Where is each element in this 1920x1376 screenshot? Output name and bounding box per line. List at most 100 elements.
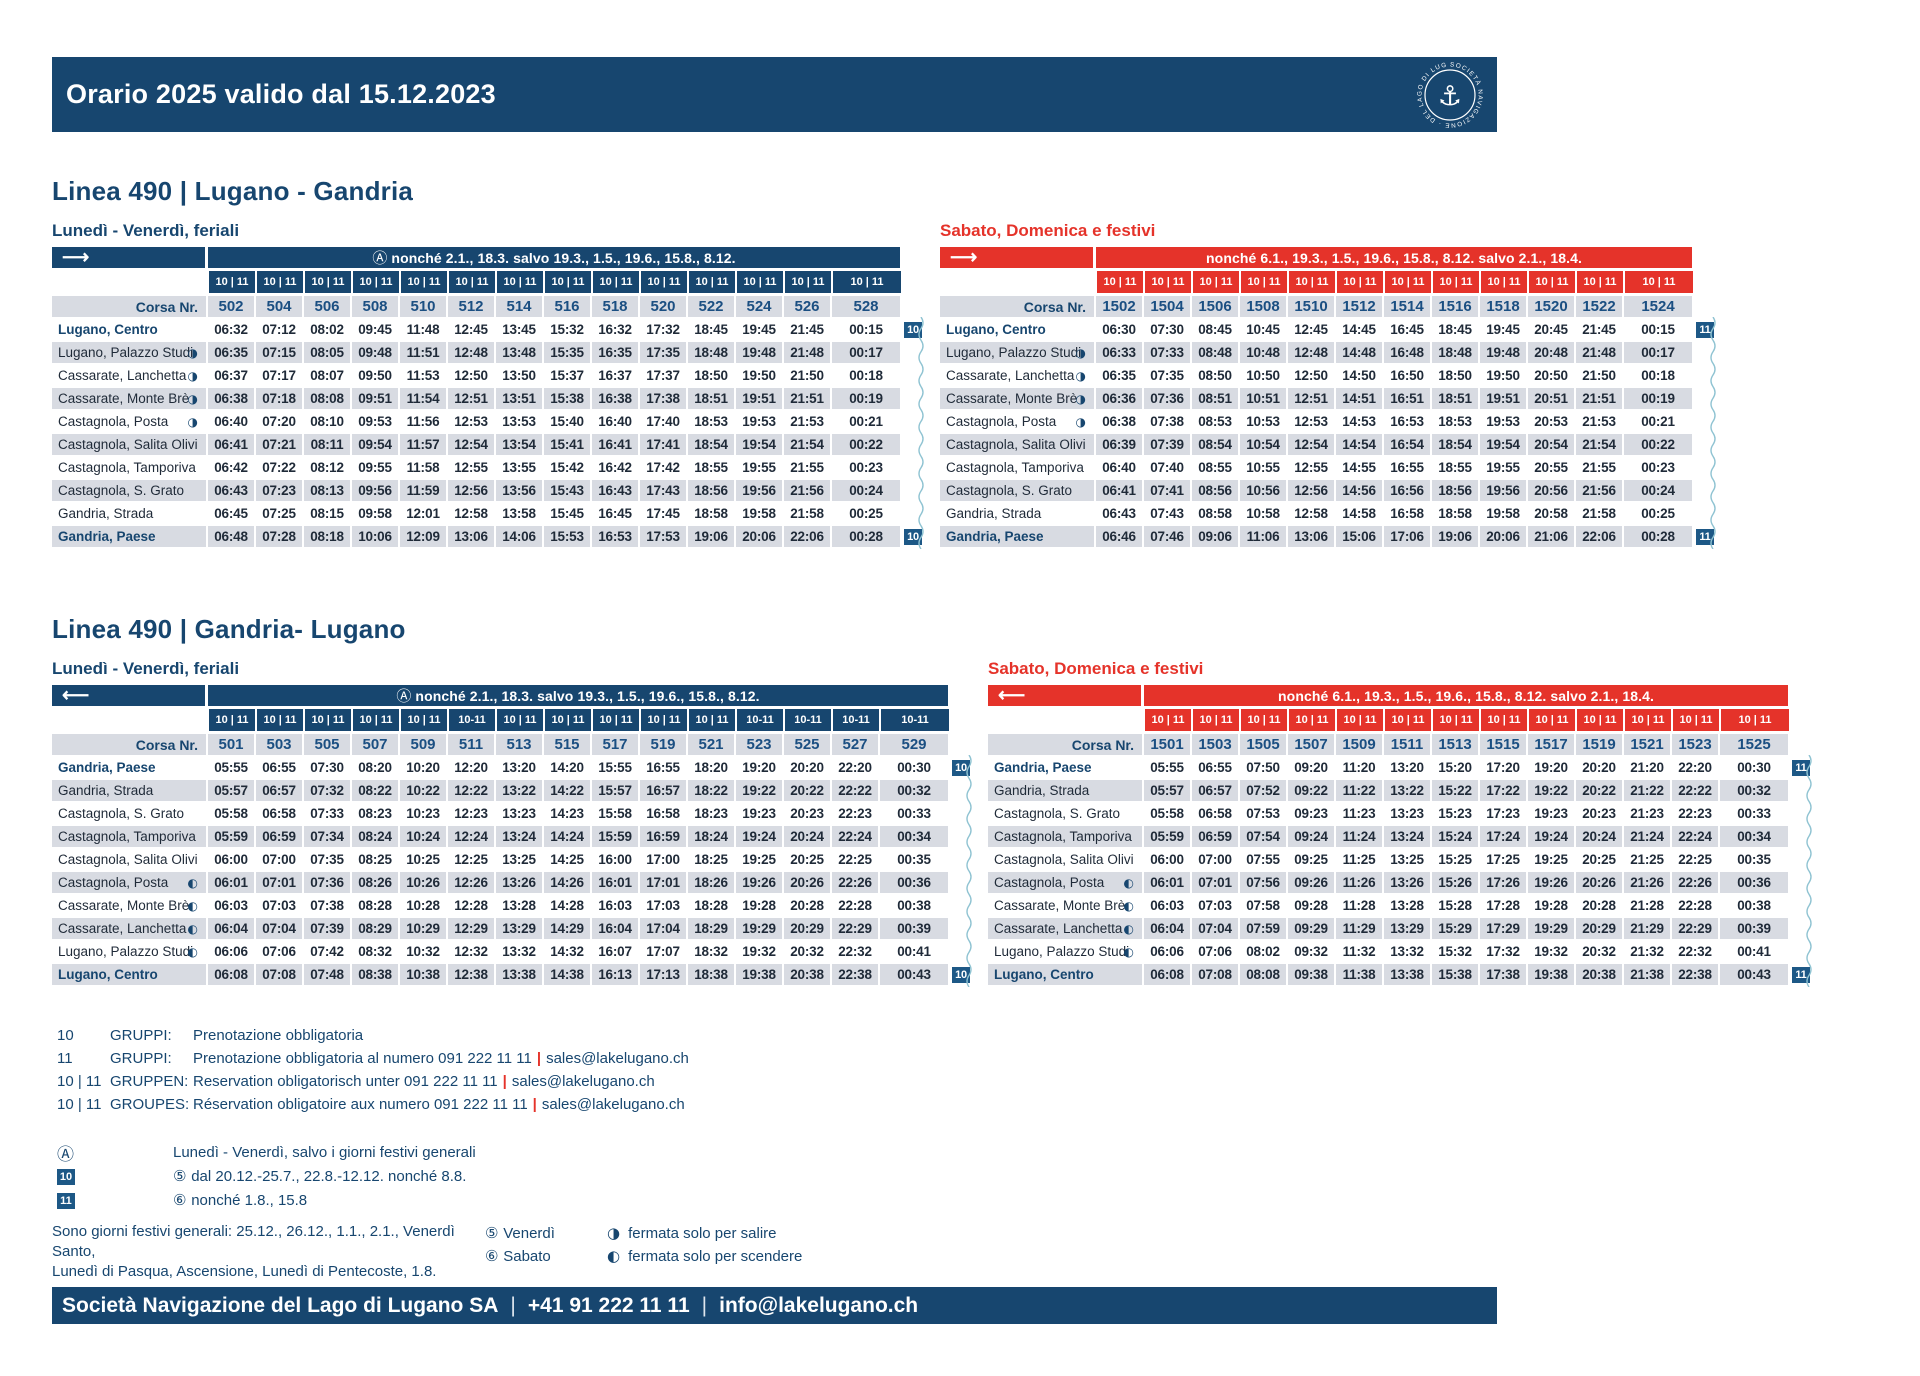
column-footnote-cell: 10 | 11 xyxy=(1432,270,1480,296)
time-cell: 22:06 xyxy=(1576,526,1624,549)
time-cell: 16:40 xyxy=(592,411,640,434)
email-address[interactable]: sales@lakelugano.ch xyxy=(511,1073,655,1090)
time-cell: 19:20 xyxy=(736,757,784,780)
trip-number: 516 xyxy=(544,296,592,319)
time-cell: 21:56 xyxy=(784,480,832,503)
time-cell: 17:06 xyxy=(1384,526,1432,549)
validity-note: nonché 6.1., 19.3., 1.5., 19.6., 15.8., … xyxy=(1144,685,1790,708)
time-cell: 08:08 xyxy=(304,388,352,411)
footnote-badge: 10 | 11 xyxy=(1481,271,1527,293)
empty-cell xyxy=(988,708,1144,734)
footnote-badge: 11 xyxy=(57,1193,75,1209)
station-label: Castagnola, Posta xyxy=(994,875,1105,890)
time-cell: 19:51 xyxy=(1480,388,1528,411)
time-cell: 22:38 xyxy=(832,964,880,987)
station-name: Castagnola, Tamporiva xyxy=(940,457,1096,480)
time-cell: 14:20 xyxy=(544,757,592,780)
time-cell: 07:03 xyxy=(256,895,304,918)
time-cell: 15:37 xyxy=(544,365,592,388)
time-cell: 05:59 xyxy=(1144,826,1192,849)
timetable-wrap: ⟶ nonché 6.1., 19.3., 1.5., 19.6., 15.8.,… xyxy=(940,247,1716,549)
arrow-left-icon: ⟵ xyxy=(998,685,1026,706)
trip-number: 517 xyxy=(592,734,640,757)
column-footnote-cell: 10 | 11 xyxy=(304,270,352,296)
note-symbol: 10 xyxy=(57,1167,173,1185)
time-cell: 15:38 xyxy=(1432,964,1480,987)
time-cell: 16:03 xyxy=(592,895,640,918)
time-cell: 19:24 xyxy=(736,826,784,849)
trip-number-label: Corsa Nr. xyxy=(52,734,208,757)
time-cell: 13:23 xyxy=(1384,803,1432,826)
time-cell: 00:36 xyxy=(880,872,950,895)
time-cell: 19:48 xyxy=(736,342,784,365)
column-footnote-cell: 10 | 11 xyxy=(496,708,544,734)
time-cell: 21:51 xyxy=(1576,388,1624,411)
trip-number: 514 xyxy=(496,296,544,319)
time-cell: 22:28 xyxy=(832,895,880,918)
station-name: Castagnola, Salita Olivi xyxy=(988,849,1144,872)
email-address[interactable]: info@lakelugano.ch xyxy=(719,1293,919,1317)
footnote-badge: 10 | 11 xyxy=(1241,709,1287,731)
station-name: Cassarate, Monte Brè ◐ xyxy=(52,895,208,918)
time-cell: 00:32 xyxy=(1720,780,1790,803)
section-title: Linea 490 | Lugano - Gandria xyxy=(52,176,414,206)
time-cell: 08:32 xyxy=(352,941,400,964)
station-name: Lugano, Palazzo Studi ◑ xyxy=(52,342,208,365)
time-cell: 21:48 xyxy=(784,342,832,365)
footnote-badge: 10 | 11 xyxy=(1385,271,1431,293)
time-cell: 19:53 xyxy=(736,411,784,434)
email-address[interactable]: sales@lakelugano.ch xyxy=(541,1096,685,1113)
time-cell: 07:32 xyxy=(304,780,352,803)
footnote-badge: 10-11 xyxy=(785,709,831,731)
group-note-row: 10 GRUPPI: Prenotazione obbligatoria xyxy=(57,1024,689,1047)
station-name: Castagnola, Salita Olivi xyxy=(52,434,208,457)
footnote-badge-row: 10 | 11 10 | 11 10 | 11 10 | 11 10 | 11 10 | … xyxy=(940,270,1694,296)
station-name: Castagnola, S. Grato xyxy=(52,803,208,826)
station-name: Gandria, Strada xyxy=(52,780,208,803)
time-cell: 05:57 xyxy=(208,780,256,803)
time-cell: 22:29 xyxy=(832,918,880,941)
trip-number: 1522 xyxy=(1576,296,1624,319)
trip-number: 510 xyxy=(400,296,448,319)
time-cell: 12:54 xyxy=(448,434,496,457)
time-cell: 12:56 xyxy=(1288,480,1336,503)
time-cell: 22:20 xyxy=(1672,757,1720,780)
station-row: Lugano, Centro 06:08 07:08 07:48 08:38 10:38 1… xyxy=(52,964,970,987)
station-row: Lugano, Palazzo Studi ◐ 06:06 07:06 07:42 08:… xyxy=(52,941,950,964)
column-footnote-cell: 10 | 11 xyxy=(496,270,544,296)
email-address[interactable]: sales@lakelugano.ch xyxy=(546,1050,689,1067)
separator: | xyxy=(536,1050,542,1067)
symbol-note-row: 10 ⑤ dal 20.12.-25.7., 22.8.-12.12. nonch… xyxy=(57,1164,476,1188)
time-cell: 08:25 xyxy=(352,849,400,872)
time-cell: 12:48 xyxy=(448,342,496,365)
time-cell: 08:54 xyxy=(1192,434,1240,457)
arrow-left-icon: ⟵ xyxy=(62,685,90,706)
station-label: Gandria, Paese xyxy=(58,529,156,544)
time-cell: 07:41 xyxy=(1144,480,1192,503)
time-cell: 11:25 xyxy=(1336,849,1384,872)
station-row: Lugano, Palazzo Studi ◑ 06:33 07:33 08:48 10:… xyxy=(940,342,1694,365)
column-footnote-cell: 10 | 11 xyxy=(832,270,902,296)
time-cell: 22:26 xyxy=(832,872,880,895)
timetable-lugano-gandria-weekend: Sabato, Domenica e festivi ⟶ nonché 6.1., … xyxy=(940,221,1716,554)
holidays-note: Sono giorni festivi generali: 25.12., 26… xyxy=(52,1222,485,1282)
time-cell: 07:12 xyxy=(256,319,304,342)
station-name: Gandria, Strada xyxy=(52,503,208,526)
time-cell: 09:22 xyxy=(1288,780,1336,803)
station-name: Castagnola, S. Grato xyxy=(940,480,1096,503)
time-cell: 06:04 xyxy=(208,918,256,941)
trip-number-label: Corsa Nr. xyxy=(52,296,208,319)
boarding-only-icon: ◑ xyxy=(1075,414,1086,429)
station-label: Castagnola, S. Grato xyxy=(946,483,1073,498)
trip-number: 1515 xyxy=(1480,734,1528,757)
time-cell: 10:23 xyxy=(400,803,448,826)
station-row: Cassarate, Monte Brè ◑ 06:36 07:36 08:51 10:5… xyxy=(940,388,1694,411)
time-cell: 17:26 xyxy=(1480,872,1528,895)
footnote-badge: 10 | 11 xyxy=(545,271,591,293)
time-cell: 06:58 xyxy=(256,803,304,826)
time-cell: 20:58 xyxy=(1528,503,1576,526)
time-cell: 17:28 xyxy=(1480,895,1528,918)
station-label: Lugano, Centro xyxy=(994,967,1094,982)
footnote-badge: 10 | 11 xyxy=(1193,271,1239,293)
circled-a-icon: Ⓐ xyxy=(372,249,388,267)
